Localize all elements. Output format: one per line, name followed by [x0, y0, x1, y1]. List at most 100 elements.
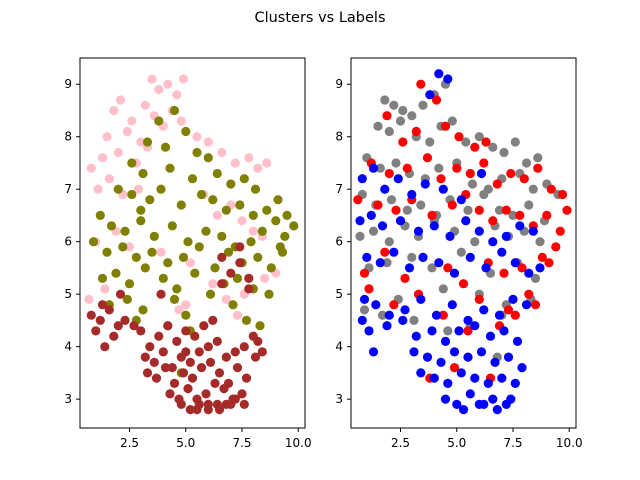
data-point	[355, 231, 365, 241]
data-point	[454, 132, 464, 142]
data-point	[425, 137, 435, 147]
data-point	[395, 116, 406, 126]
data-point	[111, 268, 121, 278]
scatter-points	[84, 74, 299, 415]
data-point	[544, 258, 554, 268]
data-point	[377, 221, 388, 231]
data-point	[362, 252, 372, 262]
data-point	[264, 289, 274, 299]
data-point	[228, 300, 238, 310]
data-point	[402, 163, 412, 173]
data-point	[84, 294, 94, 304]
data-point	[389, 247, 399, 257]
data-point	[434, 258, 444, 268]
data-point	[429, 221, 439, 231]
data-point	[127, 189, 137, 200]
data-point	[174, 305, 184, 315]
data-point	[118, 242, 128, 252]
data-point	[359, 294, 370, 304]
data-point	[221, 294, 231, 304]
data-point	[503, 352, 514, 362]
data-point	[124, 242, 135, 252]
data-point	[443, 263, 453, 273]
data-point	[181, 326, 191, 336]
data-point	[86, 163, 96, 173]
data-point	[122, 126, 132, 137]
y-tick-label: 6	[64, 235, 72, 249]
data-point	[416, 200, 426, 210]
data-point	[109, 331, 119, 341]
right-scatter-panel: 2.5 5.0 7.5 10.0 3 4 5 6 7 8 9	[335, 57, 583, 450]
data-point	[203, 153, 213, 163]
data-point	[364, 284, 374, 294]
data-point	[440, 394, 451, 404]
data-point	[418, 252, 428, 262]
data-point	[380, 247, 390, 257]
data-point	[244, 284, 254, 294]
data-point	[208, 315, 218, 325]
data-point	[377, 310, 388, 320]
data-point	[183, 237, 193, 247]
data-point	[205, 289, 216, 299]
data-point	[400, 305, 410, 315]
data-point	[201, 389, 211, 399]
data-point	[266, 263, 276, 273]
data-point	[555, 226, 565, 236]
data-point	[449, 268, 460, 278]
data-point	[140, 352, 150, 362]
data-point	[230, 158, 240, 168]
data-point	[154, 84, 164, 95]
data-point	[120, 315, 130, 325]
data-point	[250, 184, 261, 194]
data-point	[427, 210, 437, 220]
data-point	[371, 300, 381, 310]
data-point	[181, 300, 191, 310]
data-point	[465, 252, 475, 262]
data-point	[506, 168, 516, 179]
data-point	[402, 205, 412, 215]
data-point	[154, 331, 164, 341]
data-point	[458, 279, 469, 289]
data-point	[104, 174, 114, 184]
x-tick-label: 10.0	[556, 436, 583, 450]
data-point	[436, 357, 446, 367]
data-point	[232, 273, 243, 283]
data-point	[452, 399, 462, 409]
data-point	[241, 373, 252, 383]
data-point	[447, 300, 457, 310]
data-point	[456, 247, 466, 257]
data-point	[474, 132, 484, 142]
data-point	[250, 352, 261, 362]
data-point	[440, 336, 451, 346]
data-point	[244, 153, 254, 163]
data-point	[163, 258, 173, 268]
data-point	[456, 195, 466, 205]
data-point	[156, 184, 166, 194]
data-point	[395, 216, 406, 226]
data-point	[156, 289, 166, 299]
data-point	[230, 347, 240, 357]
data-point	[398, 105, 408, 116]
y-tick-label: 5	[64, 287, 72, 301]
data-point	[176, 200, 186, 210]
data-point	[212, 336, 222, 346]
data-point	[208, 279, 218, 289]
data-point	[196, 363, 207, 373]
y-tick-label: 6	[335, 235, 343, 249]
data-point	[253, 163, 263, 173]
data-point	[407, 111, 417, 121]
data-point	[181, 310, 191, 320]
data-point	[510, 378, 520, 388]
data-point	[102, 132, 112, 142]
data-point	[499, 268, 509, 278]
data-point	[158, 347, 168, 357]
data-point	[449, 363, 460, 373]
data-point	[479, 158, 489, 168]
data-point	[136, 216, 146, 226]
data-point	[257, 226, 267, 236]
data-point	[501, 231, 511, 241]
data-point	[463, 205, 473, 215]
data-point	[355, 216, 365, 226]
series-0	[84, 74, 281, 320]
data-point	[494, 205, 505, 215]
